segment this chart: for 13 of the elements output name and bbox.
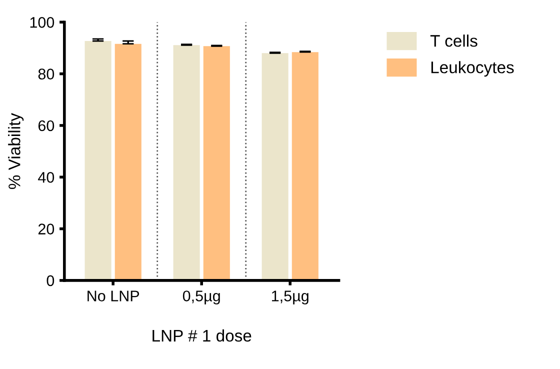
x-tick-label: 1,5µg — [272, 290, 308, 304]
x-tick-label: 0,5µg — [182, 290, 220, 304]
y-tick-label: 40 — [38, 172, 54, 183]
y-axis-title: % Viability — [8, 113, 24, 189]
y-tick-label: 20 — [38, 224, 54, 234]
x-tick-label: No LNP — [88, 290, 140, 302]
y-tick-label: 80 — [38, 68, 54, 80]
legend-label: Leukocytes — [431, 61, 514, 77]
x-axis-title: LNP # 1 dose — [152, 329, 252, 342]
y-tick-label: 100 — [30, 17, 54, 28]
legend-label: T cells — [430, 34, 478, 47]
y-tick-label: 60 — [38, 120, 54, 132]
y-tick-label: 0 — [46, 275, 54, 286]
